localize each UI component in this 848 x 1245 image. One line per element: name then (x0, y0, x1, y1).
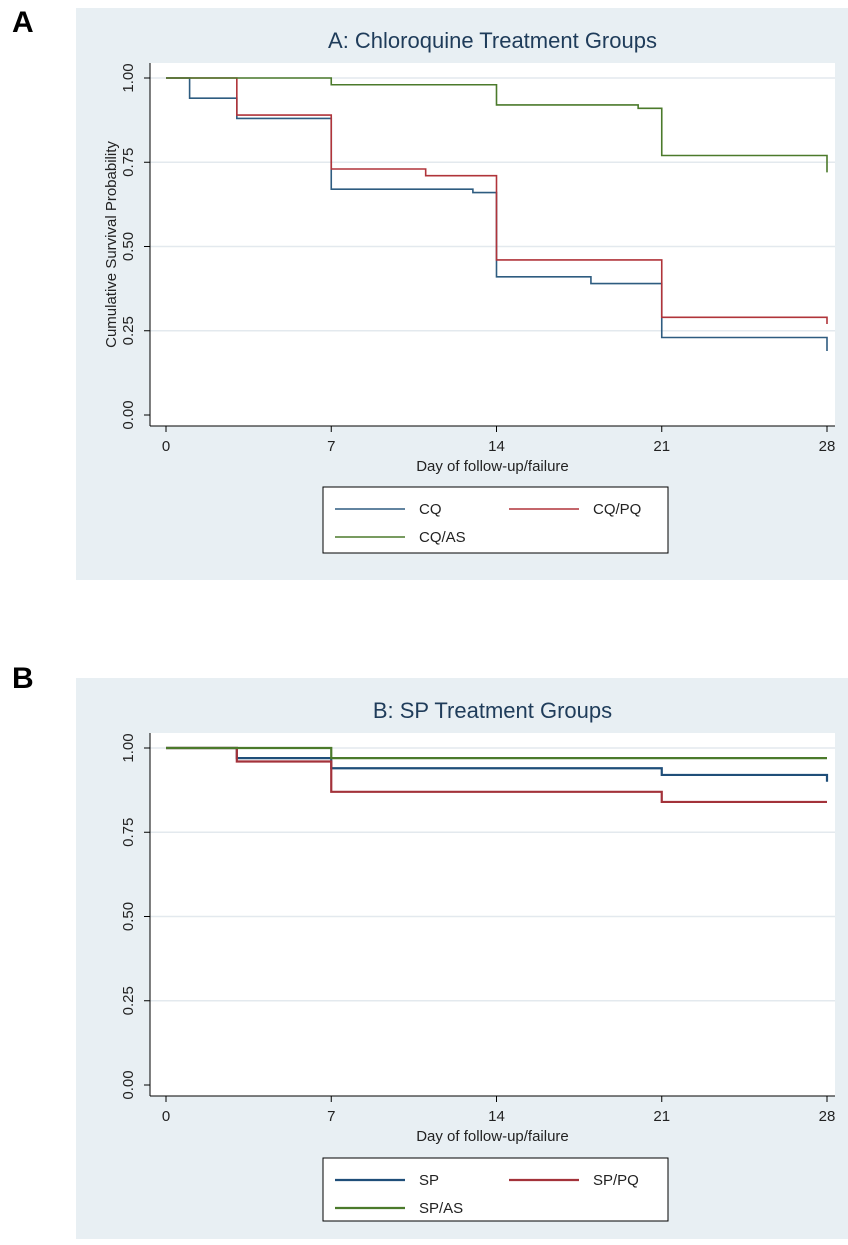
y-tick-label: 0.25 (120, 316, 137, 345)
legend-label: CQ (419, 501, 442, 518)
legend-label: CQ/AS (419, 529, 466, 546)
x-tick-label: 7 (327, 438, 335, 455)
panel-letter-b: B (12, 662, 34, 695)
x-tick-label: 21 (653, 438, 670, 455)
plot-area (150, 733, 835, 1096)
y-axis-label: Cumulative Survival Probability (103, 141, 120, 348)
y-tick-label: 0.75 (120, 148, 137, 177)
x-tick-label: 14 (488, 1108, 505, 1125)
x-axis-label: Day of follow-up/failure (416, 458, 569, 475)
y-tick-label: 0.50 (120, 902, 137, 931)
x-tick-label: 21 (653, 1108, 670, 1125)
y-tick-label: 0.00 (120, 400, 137, 429)
y-tick-label: 0.25 (120, 986, 137, 1015)
chart-0: A: Chloroquine Treatment Groups 0.00 0.25 0… (76, 8, 848, 580)
x-tick-label: 28 (819, 1108, 836, 1125)
y-tick-label: 0.00 (120, 1070, 137, 1099)
x-tick-label: 0 (162, 438, 170, 455)
series-line-sp-pq (166, 746, 827, 804)
y-tick-label: 0.75 (120, 818, 137, 847)
x-tick-label: 0 (162, 1108, 170, 1125)
legend (322, 1157, 669, 1222)
x-tick-label: 14 (488, 438, 505, 455)
legend-label: CQ/PQ (593, 501, 641, 518)
chart-title: B: SP Treatment Groups (373, 698, 612, 723)
panel-letter-a: A (12, 6, 34, 39)
series-line-cq-pq (166, 77, 828, 325)
series-line-sp-as (166, 746, 827, 760)
chart-title: A: Chloroquine Treatment Groups (328, 28, 657, 53)
y-tick-label: 0.50 (120, 232, 137, 261)
y-tick-label: 1.00 (120, 63, 137, 92)
chart-1: B: SP Treatment Groups 0.00 0.25 0.50 0.75 1.… (76, 678, 848, 1239)
y-tick-label: 1.00 (120, 733, 137, 762)
series-line-cq-as (166, 77, 828, 173)
x-tick-label: 7 (327, 1108, 335, 1125)
legend-label: SP (419, 1172, 439, 1189)
x-axis-label: Day of follow-up/failure (416, 1128, 569, 1145)
legend-label: SP/AS (419, 1200, 463, 1217)
legend (322, 486, 669, 554)
plot-area (150, 63, 835, 426)
x-tick-label: 28 (819, 438, 836, 455)
legend-label: SP/PQ (593, 1172, 639, 1189)
